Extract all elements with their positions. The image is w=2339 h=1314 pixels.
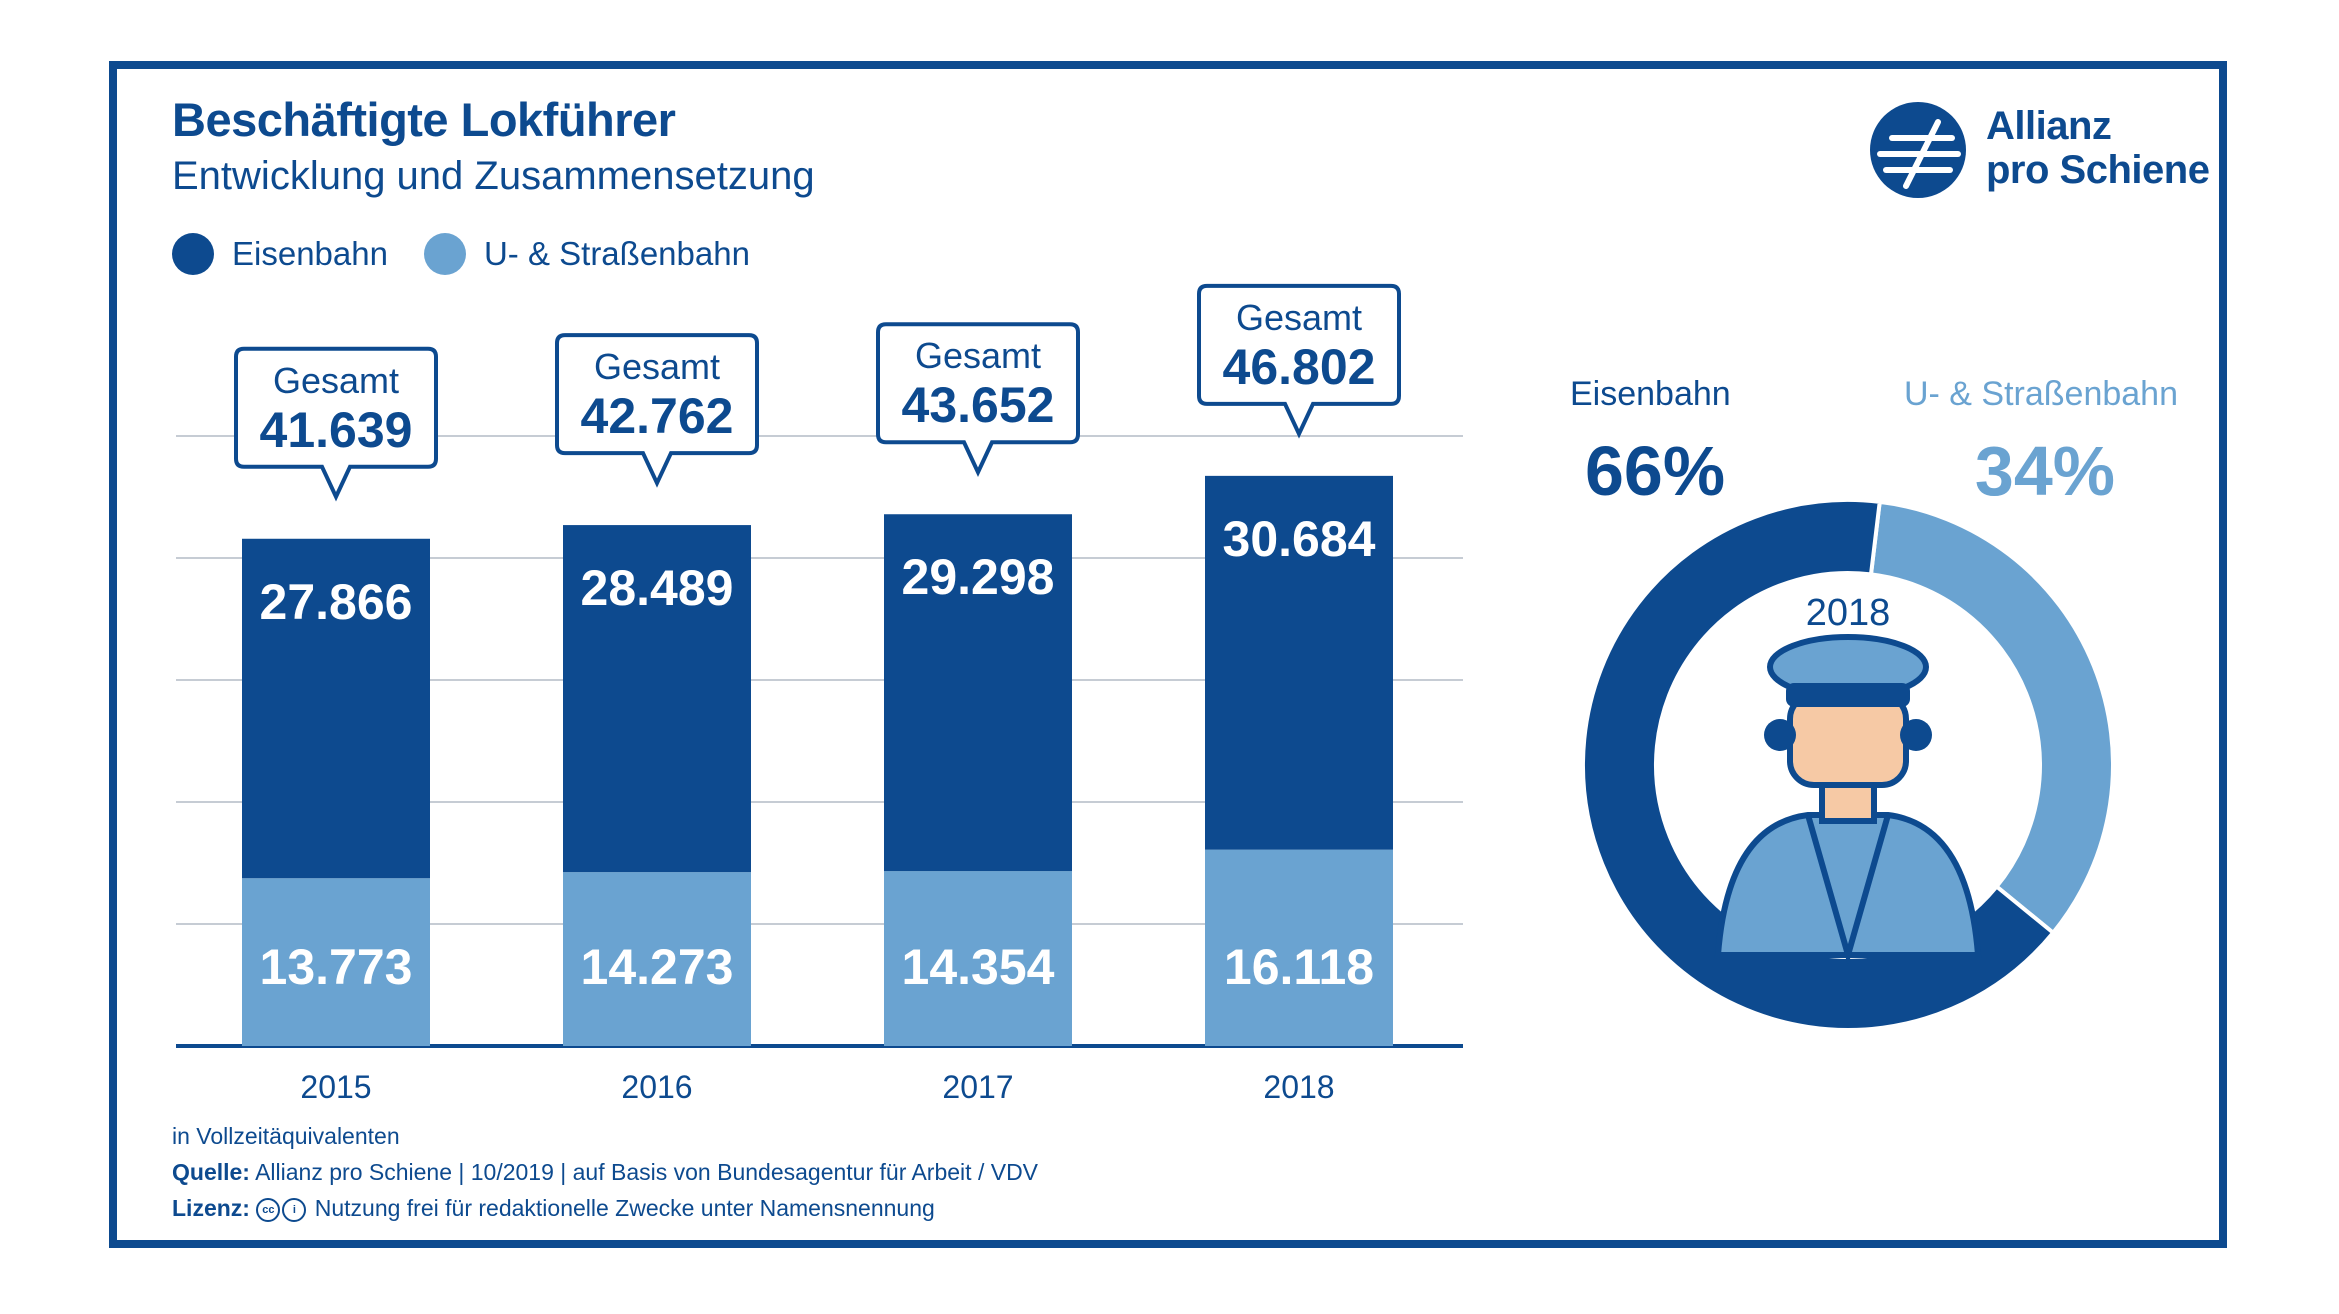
unit-note: in Vollzeitäquivalenten	[172, 1123, 400, 1149]
legend-swatch-strassenbahn	[423, 233, 466, 275]
slice-value-eisenbahn: 66%	[1585, 432, 1725, 510]
total-label: Gesamt	[273, 360, 399, 401]
total-callout	[555, 333, 759, 488]
chart-notes: in Vollzeitäquivalenten Quelle: Allianz …	[172, 1118, 1038, 1226]
source-text: Allianz pro Schiene | 10/2019 | auf Basi…	[255, 1159, 1039, 1185]
data-label-strassenbahn: 16.118	[1224, 939, 1374, 995]
bar-strassenbahn-2018	[1205, 849, 1393, 1046]
x-tick-label: 2017	[942, 1069, 1013, 1105]
data-label-eisenbahn: 28.489	[581, 560, 734, 616]
total-value: 43.652	[902, 377, 1055, 433]
logo-line-1: Allianz	[1986, 104, 2112, 148]
legend-label-strassenbahn: U- & Straßenbahn	[483, 235, 750, 272]
page-subtitle: Entwicklung und Zusammensetzung	[172, 154, 815, 198]
total-value: 42.762	[581, 388, 734, 444]
data-label-eisenbahn: 27.866	[260, 574, 413, 630]
conductor-cap-brim	[1786, 683, 1910, 707]
legend-item-strassenbahn: U- & Straßenbahn	[423, 233, 750, 275]
data-label-strassenbahn: 14.273	[581, 939, 734, 995]
page-title: Beschäftigte Lokführer	[172, 93, 676, 146]
total-label: Gesamt	[594, 346, 720, 387]
data-label-strassenbahn: 14.354	[902, 939, 1055, 995]
donut-slice-strassenbahn	[1868, 499, 2115, 936]
x-tick-label: 2015	[300, 1069, 371, 1105]
x-tick-label: 2018	[1263, 1069, 1334, 1105]
cc-icon: cc	[256, 1197, 281, 1222]
logo-line-2: pro Schiene	[1986, 148, 2210, 192]
bar-eisenbahn-2016	[563, 525, 751, 873]
bar-strassenbahn-2017	[884, 871, 1072, 1046]
x-tick-label: 2016	[621, 1069, 692, 1105]
logo-text: Allianz pro Schiene	[1986, 104, 2210, 192]
license-label: Lizenz:	[172, 1195, 250, 1221]
bar-eisenbahn-2015	[242, 538, 430, 879]
slice-name-eisenbahn: Eisenbahn	[1570, 375, 1731, 413]
total-callout	[234, 346, 438, 502]
license-text: Nutzung frei für redaktionelle Zwecke un…	[314, 1195, 935, 1221]
data-label-eisenbahn: 30.684	[1223, 511, 1376, 567]
source-label: Quelle:	[172, 1159, 250, 1185]
conductor-body	[1714, 812, 1982, 958]
total-label: Gesamt	[1236, 297, 1362, 338]
chart-legend: Eisenbahn U- & Straßenbahn	[172, 233, 786, 275]
total-value: 41.639	[260, 402, 413, 458]
bar-strassenbahn-2015	[242, 878, 430, 1046]
conductor-ear-left	[1764, 719, 1796, 751]
legend-label-eisenbahn: Eisenbahn	[232, 235, 388, 272]
license-note: Lizenz: cc i Nutzung frei für redaktionel…	[172, 1190, 1038, 1226]
by-icon: i	[282, 1197, 307, 1222]
legend-item-eisenbahn: Eisenbahn	[172, 233, 388, 275]
legend-swatch-eisenbahn	[172, 233, 214, 275]
slice-name-strassenbahn: U- & Straßenbahn	[1904, 375, 2178, 413]
total-callout	[1197, 283, 1401, 439]
bar-eisenbahn-2018	[1205, 475, 1393, 850]
infographic-frame	[109, 61, 2227, 1248]
data-label-eisenbahn: 29.298	[902, 549, 1055, 605]
total-callout	[876, 322, 1080, 477]
donut-center-label: 2018	[1806, 592, 1891, 634]
total-value: 46.802	[1223, 339, 1376, 395]
allianz-logo-icon	[1870, 102, 1966, 198]
bar-strassenbahn-2016	[563, 872, 751, 1046]
conductor-icon	[1714, 634, 1982, 966]
source-note: Quelle: Allianz pro Schiene | 10/2019 | …	[172, 1154, 1038, 1190]
conductor-lapel	[1805, 814, 1891, 966]
total-label: Gesamt	[915, 335, 1041, 376]
conductor-face	[1787, 692, 1909, 788]
conductor-ear-right	[1900, 719, 1932, 751]
donut-chart: 2018 Eisenbahn 66% U- & Straßenbahn 34%	[1570, 375, 2178, 1032]
bar-eisenbahn-2017	[884, 514, 1072, 872]
data-label-strassenbahn: 13.773	[260, 939, 413, 995]
bar-chart: 27.86613.7732015Gesamt41.63928.48914.273…	[176, 283, 1463, 1105]
slice-value-strassenbahn: 34%	[1975, 432, 2115, 510]
